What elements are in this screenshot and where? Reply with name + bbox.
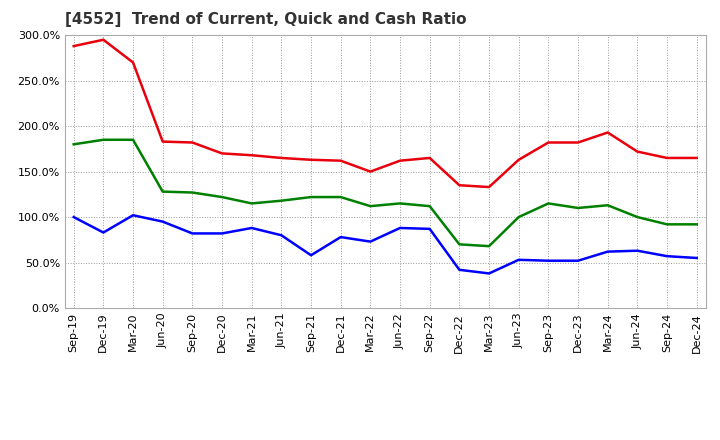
- Quick Ratio: [603, 202, 612, 208]
- Cash Ratio: [129, 213, 138, 218]
- Current Ratio: [693, 155, 701, 161]
- Quick Ratio: [69, 142, 78, 147]
- Quick Ratio: [307, 194, 315, 200]
- Current Ratio: [307, 157, 315, 162]
- Quick Ratio: [574, 205, 582, 211]
- Current Ratio: [633, 149, 642, 154]
- Cash Ratio: [544, 258, 553, 264]
- Quick Ratio: [188, 190, 197, 195]
- Current Ratio: [485, 184, 493, 190]
- Cash Ratio: [693, 255, 701, 260]
- Cash Ratio: [426, 226, 434, 231]
- Quick Ratio: [366, 204, 374, 209]
- Quick Ratio: [633, 214, 642, 220]
- Current Ratio: [574, 140, 582, 145]
- Quick Ratio: [514, 214, 523, 220]
- Cash Ratio: [277, 233, 286, 238]
- Cash Ratio: [485, 271, 493, 276]
- Current Ratio: [544, 140, 553, 145]
- Cash Ratio: [99, 230, 108, 235]
- Current Ratio: [158, 139, 167, 144]
- Current Ratio: [366, 169, 374, 174]
- Quick Ratio: [426, 204, 434, 209]
- Current Ratio: [396, 158, 405, 163]
- Current Ratio: [455, 183, 464, 188]
- Current Ratio: [129, 60, 138, 65]
- Quick Ratio: [544, 201, 553, 206]
- Cash Ratio: [514, 257, 523, 262]
- Current Ratio: [188, 140, 197, 145]
- Current Ratio: [277, 155, 286, 161]
- Cash Ratio: [662, 253, 671, 259]
- Line: Cash Ratio: Cash Ratio: [73, 215, 697, 273]
- Cash Ratio: [217, 231, 226, 236]
- Quick Ratio: [158, 189, 167, 194]
- Cash Ratio: [603, 249, 612, 254]
- Quick Ratio: [485, 243, 493, 249]
- Quick Ratio: [396, 201, 405, 206]
- Cash Ratio: [366, 239, 374, 244]
- Quick Ratio: [455, 242, 464, 247]
- Current Ratio: [514, 157, 523, 162]
- Current Ratio: [69, 44, 78, 49]
- Current Ratio: [603, 130, 612, 135]
- Current Ratio: [662, 155, 671, 161]
- Cash Ratio: [307, 253, 315, 258]
- Current Ratio: [99, 37, 108, 42]
- Line: Current Ratio: Current Ratio: [73, 40, 697, 187]
- Cash Ratio: [336, 235, 345, 240]
- Quick Ratio: [99, 137, 108, 143]
- Cash Ratio: [248, 225, 256, 231]
- Text: [4552]  Trend of Current, Quick and Cash Ratio: [4552] Trend of Current, Quick and Cash …: [65, 12, 467, 27]
- Quick Ratio: [248, 201, 256, 206]
- Current Ratio: [217, 151, 226, 156]
- Quick Ratio: [277, 198, 286, 203]
- Quick Ratio: [129, 137, 138, 143]
- Current Ratio: [426, 155, 434, 161]
- Cash Ratio: [158, 219, 167, 224]
- Cash Ratio: [188, 231, 197, 236]
- Cash Ratio: [69, 214, 78, 220]
- Cash Ratio: [633, 248, 642, 253]
- Current Ratio: [248, 153, 256, 158]
- Line: Quick Ratio: Quick Ratio: [73, 140, 697, 246]
- Cash Ratio: [574, 258, 582, 264]
- Current Ratio: [336, 158, 345, 163]
- Cash Ratio: [455, 267, 464, 272]
- Quick Ratio: [336, 194, 345, 200]
- Quick Ratio: [693, 222, 701, 227]
- Quick Ratio: [217, 194, 226, 200]
- Cash Ratio: [396, 225, 405, 231]
- Quick Ratio: [662, 222, 671, 227]
